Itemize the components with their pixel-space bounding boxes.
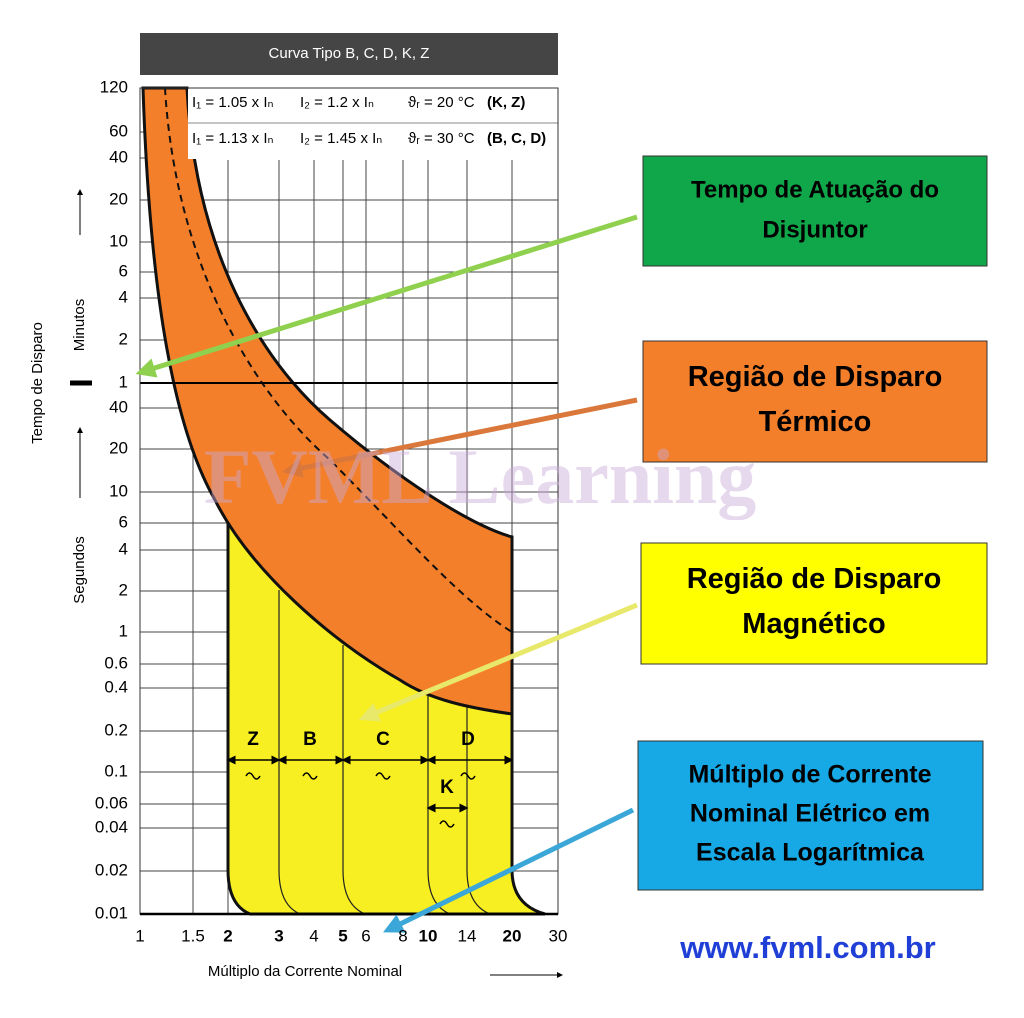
y-tick-label: 0.1 (104, 761, 128, 780)
info-text: (B, C, D) (487, 130, 546, 147)
x-tick-label: 14 (458, 926, 477, 945)
y-tick-label: 1 (119, 372, 128, 391)
header-title: Curva Tipo B, C, D, K, Z (269, 45, 430, 62)
info-text: I₂ = 1.45 x Iₙ (300, 130, 382, 147)
callout-text: Múltiplo de Corrente (688, 761, 931, 789)
x-tick-label: 2 (223, 926, 232, 945)
callout-text: Nominal Elétrico em (690, 800, 930, 828)
y-tick-label: 10 (109, 481, 128, 500)
y-tick-label: 0.06 (95, 793, 128, 812)
header-bar (140, 33, 558, 75)
y-tick-label: 0.04 (95, 817, 128, 836)
zone-label: C (376, 729, 390, 750)
thermal-region (141, 86, 514, 716)
info-text: I₁ = 1.13 x Iₙ (192, 130, 274, 147)
y-tick-label: 0.02 (95, 860, 128, 879)
seconds-label: Segundos (71, 536, 88, 604)
info-text: I₂ = 1.2 x Iₙ (300, 94, 374, 111)
callout-text: Magnético (742, 608, 885, 640)
x-tick-label: 1 (135, 926, 144, 945)
minutes-label: Minutos (71, 299, 88, 352)
y-tick-label: 10 (109, 231, 128, 250)
callout-text: Tempo de Atuação do (691, 176, 939, 203)
x-tick-label: 6 (361, 926, 370, 945)
y-tick-label: 20 (109, 189, 128, 208)
y-tick-label: 120 (100, 77, 128, 96)
zone-tilde (375, 772, 391, 780)
y-tick-label: 4 (119, 287, 128, 306)
y-tick-label: 6 (119, 261, 128, 280)
callout-text: Região de Disparo (688, 361, 943, 393)
x-tick-label: 30 (549, 926, 568, 945)
info-text: I₁ = 1.05 x Iₙ (192, 94, 274, 111)
y-tick-label: 0.01 (95, 903, 128, 922)
x-tick-label: 4 (309, 926, 318, 945)
zone-tilde (460, 772, 476, 780)
callout-text: Térmico (759, 406, 872, 438)
zone-tilde (245, 772, 261, 780)
info-text: ϑᵣ = 30 °C (408, 130, 475, 147)
callout-text: Disjuntor (762, 216, 867, 243)
yellow-lines (278, 590, 491, 915)
zone-label: K (440, 777, 454, 798)
y-tick-label: 2 (119, 329, 128, 348)
info-text: (K, Z) (487, 94, 525, 111)
y-axis-label: Tempo de Disparo (29, 322, 46, 444)
x-tick-label: 3 (274, 926, 283, 945)
callout-text: Região de Disparo (687, 563, 942, 595)
y-tick-label: 6 (119, 512, 128, 531)
zone-tilde (439, 820, 455, 828)
callout-text: Escala Logarítmica (696, 839, 925, 867)
callout-box (640, 542, 988, 665)
x-tick-label: 10 (419, 926, 438, 945)
callout-box (642, 155, 988, 267)
zone-label: B (303, 729, 317, 750)
callout-box (642, 340, 988, 463)
callout-arrows (135, 214, 638, 933)
zone-label: D (461, 729, 475, 750)
info-text: ϑᵣ = 20 °C (408, 94, 475, 111)
zone-tilde (302, 772, 318, 780)
y-tick-label: 60 (109, 121, 128, 140)
x-tick-label: 1.5 (181, 926, 205, 945)
y-tick-label: 2 (119, 580, 128, 599)
x-axis-label: Múltiplo da Corrente Nominal (208, 963, 402, 980)
url: www.fvml.com.br (679, 930, 936, 965)
y-tick-label: 0.4 (104, 677, 128, 696)
x-tick-label: 20 (503, 926, 522, 945)
x-tick-label: 8 (398, 926, 407, 945)
x-tick-label: 5 (338, 926, 347, 945)
y-tick-label: 0.6 (104, 653, 128, 672)
info-box (188, 89, 558, 159)
dashed-curve (164, 87, 513, 633)
y-tick-label: 20 (109, 438, 128, 457)
watermark: FVML Learning (204, 433, 757, 520)
callout-box (637, 740, 984, 891)
zone-label: Z (247, 729, 259, 750)
y-tick-label: 1 (119, 621, 128, 640)
y-tick-label: 4 (119, 539, 128, 558)
y-tick-label: 0.2 (104, 720, 128, 739)
zone-arrows (226, 755, 514, 813)
y-tick-label: 40 (109, 147, 128, 166)
y-tick-label: 40 (109, 397, 128, 416)
